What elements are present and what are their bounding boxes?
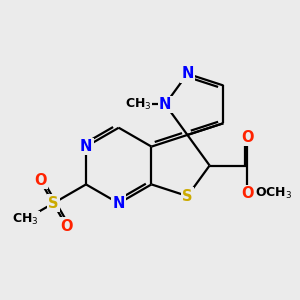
Text: CH$_3$: CH$_3$ [12, 212, 39, 227]
Text: O: O [241, 186, 254, 201]
Text: S: S [48, 196, 58, 211]
Text: OCH$_3$: OCH$_3$ [255, 186, 292, 201]
Text: N: N [80, 139, 92, 154]
Text: CH$_3$: CH$_3$ [125, 97, 151, 112]
Text: O: O [241, 130, 254, 145]
Text: N: N [112, 196, 125, 211]
Text: S: S [182, 189, 193, 204]
Text: O: O [34, 173, 46, 188]
Text: N: N [159, 97, 171, 112]
Text: N: N [181, 66, 194, 81]
Text: O: O [60, 219, 73, 234]
